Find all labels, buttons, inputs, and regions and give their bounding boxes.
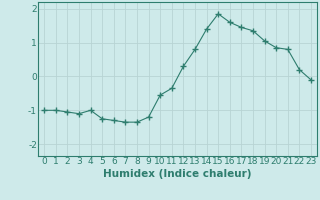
X-axis label: Humidex (Indice chaleur): Humidex (Indice chaleur)	[103, 169, 252, 179]
